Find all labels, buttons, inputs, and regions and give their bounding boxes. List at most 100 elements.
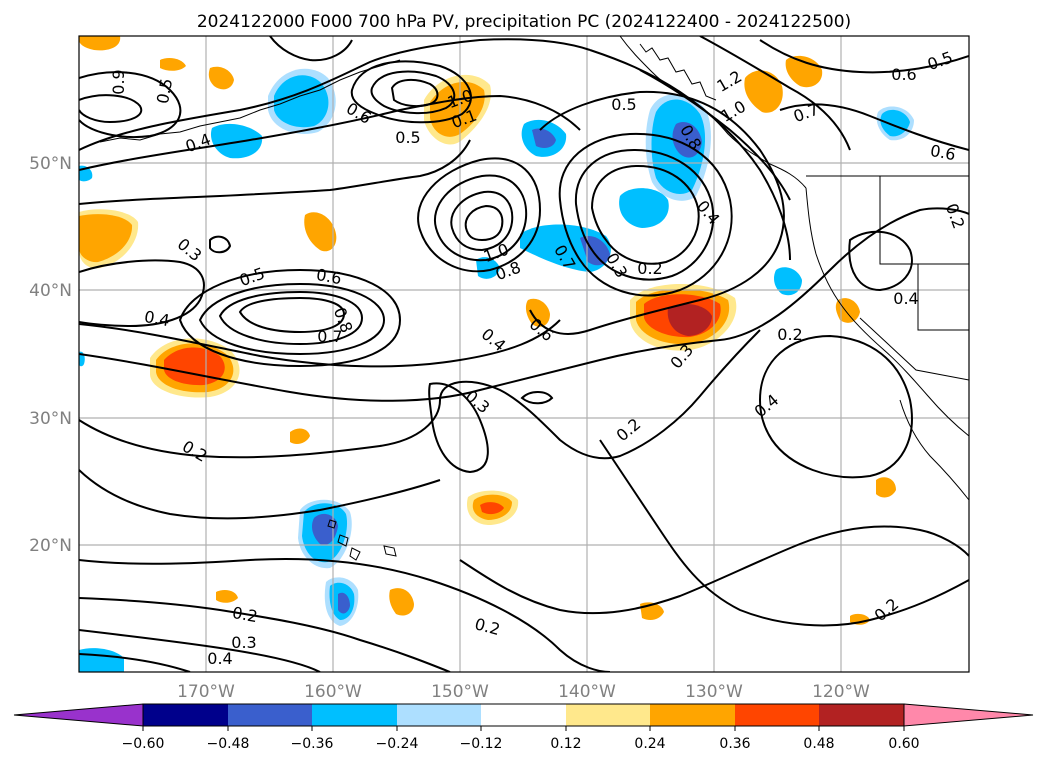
precip-positive-area xyxy=(876,477,896,498)
contour-label: 0.5 xyxy=(395,128,420,147)
pv-contour-line xyxy=(79,94,143,124)
lat-labels: 50°N 40°N 30°N 20°N xyxy=(29,154,72,556)
pv-contour-line xyxy=(370,70,456,115)
lat-label: 50°N xyxy=(29,154,72,174)
colorbar-tick-label: 0.12 xyxy=(550,736,581,752)
lon-label: 120°W xyxy=(812,682,870,702)
colorbar-tick-label: 0.60 xyxy=(888,736,919,752)
lat-label: 20°N xyxy=(29,536,72,556)
contour-label: 0.5 xyxy=(611,95,636,114)
coastline-baja xyxy=(899,399,969,501)
pv-contour-line xyxy=(79,38,591,151)
precip-positive-area xyxy=(290,428,310,444)
pv-contour-line xyxy=(79,597,451,672)
pv-contour-line xyxy=(79,259,205,328)
precip-positive-area xyxy=(785,55,823,88)
pv-contour-line xyxy=(269,36,353,62)
precip-positive-area xyxy=(79,36,121,51)
precip-negative-area xyxy=(532,128,556,148)
lon-label: 170°W xyxy=(177,682,235,702)
colorbar-tick-label: 0.48 xyxy=(803,736,834,752)
pv-contour-line xyxy=(520,391,554,405)
colorbar-segment xyxy=(566,704,650,726)
colorbar-segment xyxy=(819,704,904,726)
colorbar-tick-label: −0.60 xyxy=(122,736,165,752)
map-frame xyxy=(78,35,970,673)
contour-label: 0.5 xyxy=(153,77,176,105)
pv-contour-line xyxy=(198,282,386,356)
colorbar-extend-right xyxy=(903,703,1034,727)
colorbar-tick-label: 0.36 xyxy=(719,736,750,752)
pv-contour-line xyxy=(590,164,700,265)
colorbar-segment xyxy=(481,704,566,726)
precip-positive-area xyxy=(744,70,783,113)
border-us-mexico xyxy=(859,317,969,381)
contour-label: 0.7 xyxy=(317,327,342,346)
precip-positive-area xyxy=(304,212,337,252)
pv-contour-line xyxy=(639,69,791,201)
pv-contour-line xyxy=(79,653,191,672)
pv-contour-line xyxy=(79,139,471,205)
colorbar-tick-label: −0.12 xyxy=(460,736,503,752)
pv-contour-line xyxy=(699,36,851,151)
pv-contour-line xyxy=(390,78,439,108)
colorbar: −0.60 −0.48 −0.36 −0.24 −0.12 0.12 0.24 … xyxy=(13,703,1034,752)
contour-label: 0.4 xyxy=(893,289,918,308)
colorbar-segment xyxy=(143,704,228,726)
contour-label: 0.3 xyxy=(231,633,256,652)
pv-contour-line xyxy=(558,132,733,297)
lon-labels: 170°W 160°W 150°W 140°W 130°W 120°W xyxy=(177,682,870,702)
precip-negative-area xyxy=(774,267,802,296)
contour-label: 0.2 xyxy=(231,603,259,626)
colorbar-segment xyxy=(735,704,819,726)
coastline-islands xyxy=(639,43,717,101)
precip-positive-area xyxy=(164,347,225,386)
precip-positive-area xyxy=(216,590,238,603)
pv-contour-line xyxy=(450,190,514,252)
colorbar-segment xyxy=(228,704,312,726)
contour-label: 0.2 xyxy=(777,325,802,344)
contour-label: 0.6 xyxy=(891,65,916,84)
precip-negative-area xyxy=(476,257,500,279)
precip-positive-area xyxy=(389,588,414,616)
pv-contour-line xyxy=(209,235,232,254)
colorbar-tick-label: −0.36 xyxy=(291,736,334,752)
colorbar-ticks xyxy=(142,726,905,731)
lon-label: 160°W xyxy=(304,682,362,702)
pv-contour-line xyxy=(574,148,715,281)
contour-label: 0.4 xyxy=(143,307,171,330)
precip-positive-area xyxy=(79,214,133,263)
border-states xyxy=(879,176,969,265)
pv-contour-line xyxy=(529,90,785,335)
pv-contour-line xyxy=(779,103,969,151)
contour-label: 0.6 xyxy=(315,265,343,288)
pv-contour-line xyxy=(79,329,761,460)
map-area: 0.9 0.5 0.4 1.0 0.5 0.6 0.1 1.2 1.0 0.7 … xyxy=(79,36,969,672)
pv-contour-line xyxy=(218,290,364,346)
colorbar-frame xyxy=(142,703,905,727)
contour-label: 0.4 xyxy=(207,649,232,668)
pv-contour-line xyxy=(589,49,791,261)
figure-title: 2024122000 F000 700 hPa PV, precipitatio… xyxy=(197,12,851,32)
lon-label: 140°W xyxy=(558,682,616,702)
pv-contour-line xyxy=(433,174,528,262)
pv-contour-line xyxy=(79,319,561,368)
colorbar-extend-left xyxy=(13,703,144,727)
pv-contour-line xyxy=(599,439,969,627)
pv-contour-line xyxy=(350,60,472,124)
precip-negative-area xyxy=(312,513,338,546)
contour-label: 0.9 xyxy=(109,69,128,94)
pv-contour-line xyxy=(79,629,321,672)
colorbar-segment xyxy=(397,704,481,726)
pv-contour-line xyxy=(79,94,581,171)
contour-label: 0.6 xyxy=(929,141,957,164)
border-states xyxy=(917,264,969,331)
precip-positive-area xyxy=(480,502,504,515)
colorbar-tick-label: −0.24 xyxy=(376,736,419,752)
pv-contour-line xyxy=(238,296,346,334)
lat-label: 30°N xyxy=(29,409,72,429)
colorbar-tick-label: 0.24 xyxy=(634,736,665,752)
pv-contour-line xyxy=(79,558,611,672)
pv-contour-line xyxy=(758,334,913,479)
